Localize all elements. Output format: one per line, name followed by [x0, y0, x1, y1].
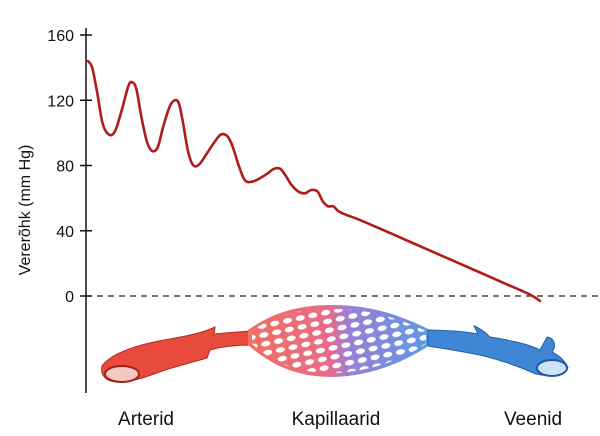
- pressure-curve: [86, 59, 542, 303]
- y-tick-label: 40: [56, 224, 74, 241]
- category-label-capillaries: Kapillaarid: [292, 409, 381, 430]
- y-tick-label: 160: [47, 28, 74, 45]
- vessel-illustration: [101, 305, 569, 383]
- y-tick-label: 0: [65, 289, 74, 306]
- y-tick-label: 120: [47, 93, 74, 110]
- y-axis-title: Vererõhk (mm Hg): [17, 145, 34, 276]
- category-label-arteries: Arterid: [118, 409, 174, 430]
- artery-opening: [104, 365, 140, 383]
- vein-shape: [427, 325, 569, 377]
- vein-opening: [536, 359, 568, 377]
- category-label-veins: Veenid: [504, 409, 562, 430]
- y-tick-label: 80: [56, 159, 74, 176]
- y-axis-ticks: 0 40 80 120 160: [47, 28, 92, 306]
- capillary-mesh: [252, 309, 426, 373]
